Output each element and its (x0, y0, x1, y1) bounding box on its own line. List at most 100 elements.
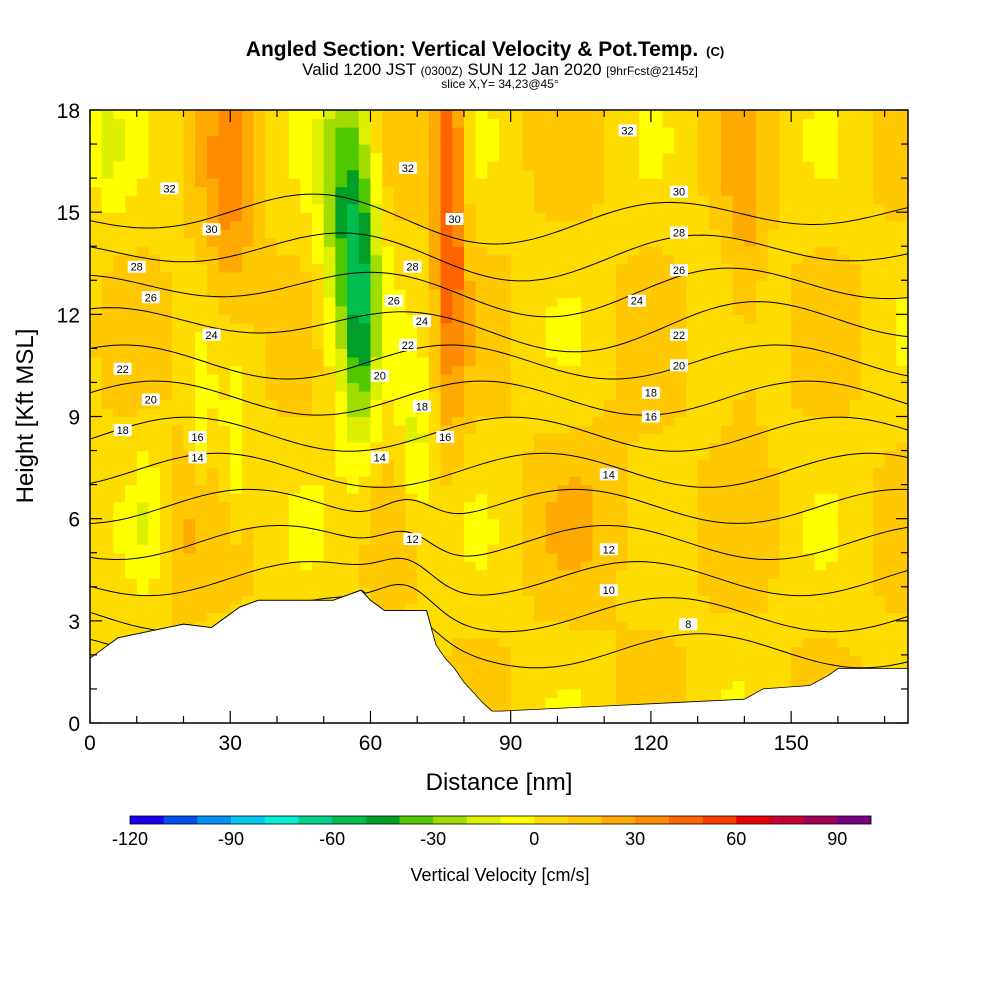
velocity-cell (721, 220, 734, 230)
velocity-cell (300, 467, 313, 477)
velocity-cell (650, 356, 664, 367)
velocity-cell (253, 271, 266, 281)
velocity-cell (791, 161, 804, 171)
velocity-cell (440, 637, 453, 647)
velocity-cell (335, 450, 348, 460)
velocity-cell (650, 680, 664, 690)
velocity-cell (872, 135, 886, 145)
velocity-cell (557, 220, 570, 230)
velocity-cell (370, 237, 383, 247)
velocity-cell (405, 305, 418, 315)
velocity-cell (300, 561, 313, 571)
velocity-cell (721, 578, 734, 588)
velocity-cell (557, 688, 570, 699)
velocity-cell (732, 603, 745, 613)
velocity-cell (779, 382, 792, 392)
velocity-cell (288, 237, 301, 247)
velocity-cell (101, 297, 114, 307)
velocity-cell (370, 127, 383, 137)
velocity-cell (113, 314, 126, 324)
velocity-cell (475, 229, 488, 239)
velocity-cell (767, 663, 781, 673)
velocity-cell (627, 399, 640, 409)
velocity-cell (323, 450, 336, 460)
velocity-cell (288, 229, 301, 239)
velocity-cell (171, 161, 185, 171)
velocity-cell (662, 322, 675, 332)
velocity-cell (417, 603, 430, 613)
velocity-cell (206, 390, 220, 401)
velocity-cell (721, 552, 734, 562)
velocity-cell (452, 339, 465, 349)
velocity-cell (522, 246, 535, 256)
velocity-cell (721, 637, 734, 647)
velocity-cell (826, 484, 839, 494)
velocity-cell (160, 467, 173, 477)
velocity-cell (779, 654, 792, 664)
velocity-cell (487, 339, 500, 349)
velocity-cell (837, 476, 851, 486)
velocity-cell (487, 425, 500, 435)
velocity-cell (615, 305, 629, 315)
velocity-cell (452, 637, 465, 647)
velocity-cell (779, 527, 792, 537)
velocity-cell (685, 144, 699, 154)
velocity-cell (405, 544, 418, 554)
velocity-cell (323, 569, 336, 579)
velocity-cell (510, 510, 523, 520)
velocity-cell (136, 620, 150, 630)
velocity-cell (90, 442, 103, 452)
velocity-cell (522, 637, 535, 647)
velocity-cell (90, 271, 103, 281)
velocity-cell (756, 578, 769, 588)
velocity-cell (861, 178, 874, 188)
velocity-cell (463, 407, 477, 418)
velocity-cell (370, 305, 383, 315)
velocity-cell (440, 595, 453, 605)
velocity-cell (312, 169, 325, 179)
velocity-cell (872, 595, 886, 605)
velocity-cell (265, 203, 278, 213)
velocity-cell (779, 425, 792, 435)
velocity-cell (382, 578, 395, 588)
velocity-cell (557, 280, 570, 290)
velocity-cell (125, 237, 138, 247)
velocity-cell (557, 271, 570, 281)
velocity-cell (756, 407, 769, 418)
velocity-cell (428, 161, 442, 171)
velocity-cell (650, 254, 664, 264)
velocity-cell (791, 288, 804, 298)
velocity-cell (861, 382, 874, 392)
velocity-cell (826, 229, 839, 239)
velocity-cell (639, 229, 652, 239)
velocity-cell (802, 620, 816, 630)
velocity-cell (791, 280, 804, 290)
velocity-cell (627, 212, 640, 222)
velocity-cell (872, 518, 886, 528)
velocity-cell (604, 416, 617, 426)
velocity-cell (756, 459, 769, 469)
velocity-cell (148, 518, 161, 528)
velocity-cell (101, 595, 114, 605)
velocity-cell (113, 288, 126, 298)
velocity-cell (463, 263, 477, 273)
velocity-cell (756, 373, 769, 384)
velocity-cell (288, 407, 301, 418)
velocity-cell (662, 416, 675, 426)
velocity-cell (545, 433, 559, 443)
velocity-cell (300, 254, 313, 264)
velocity-cell (569, 433, 582, 443)
velocity-cell (861, 612, 874, 622)
velocity-cell (136, 152, 150, 162)
velocity-cell (358, 373, 372, 384)
velocity-cell (861, 356, 874, 367)
velocity-cell (370, 135, 383, 145)
velocity-cell (487, 646, 500, 656)
velocity-cell (744, 161, 757, 171)
velocity-cell (592, 425, 605, 435)
velocity-cell (744, 288, 757, 298)
velocity-cell (837, 144, 851, 154)
velocity-cell (101, 110, 114, 120)
velocity-cell (370, 110, 383, 120)
velocity-cell (557, 450, 570, 460)
